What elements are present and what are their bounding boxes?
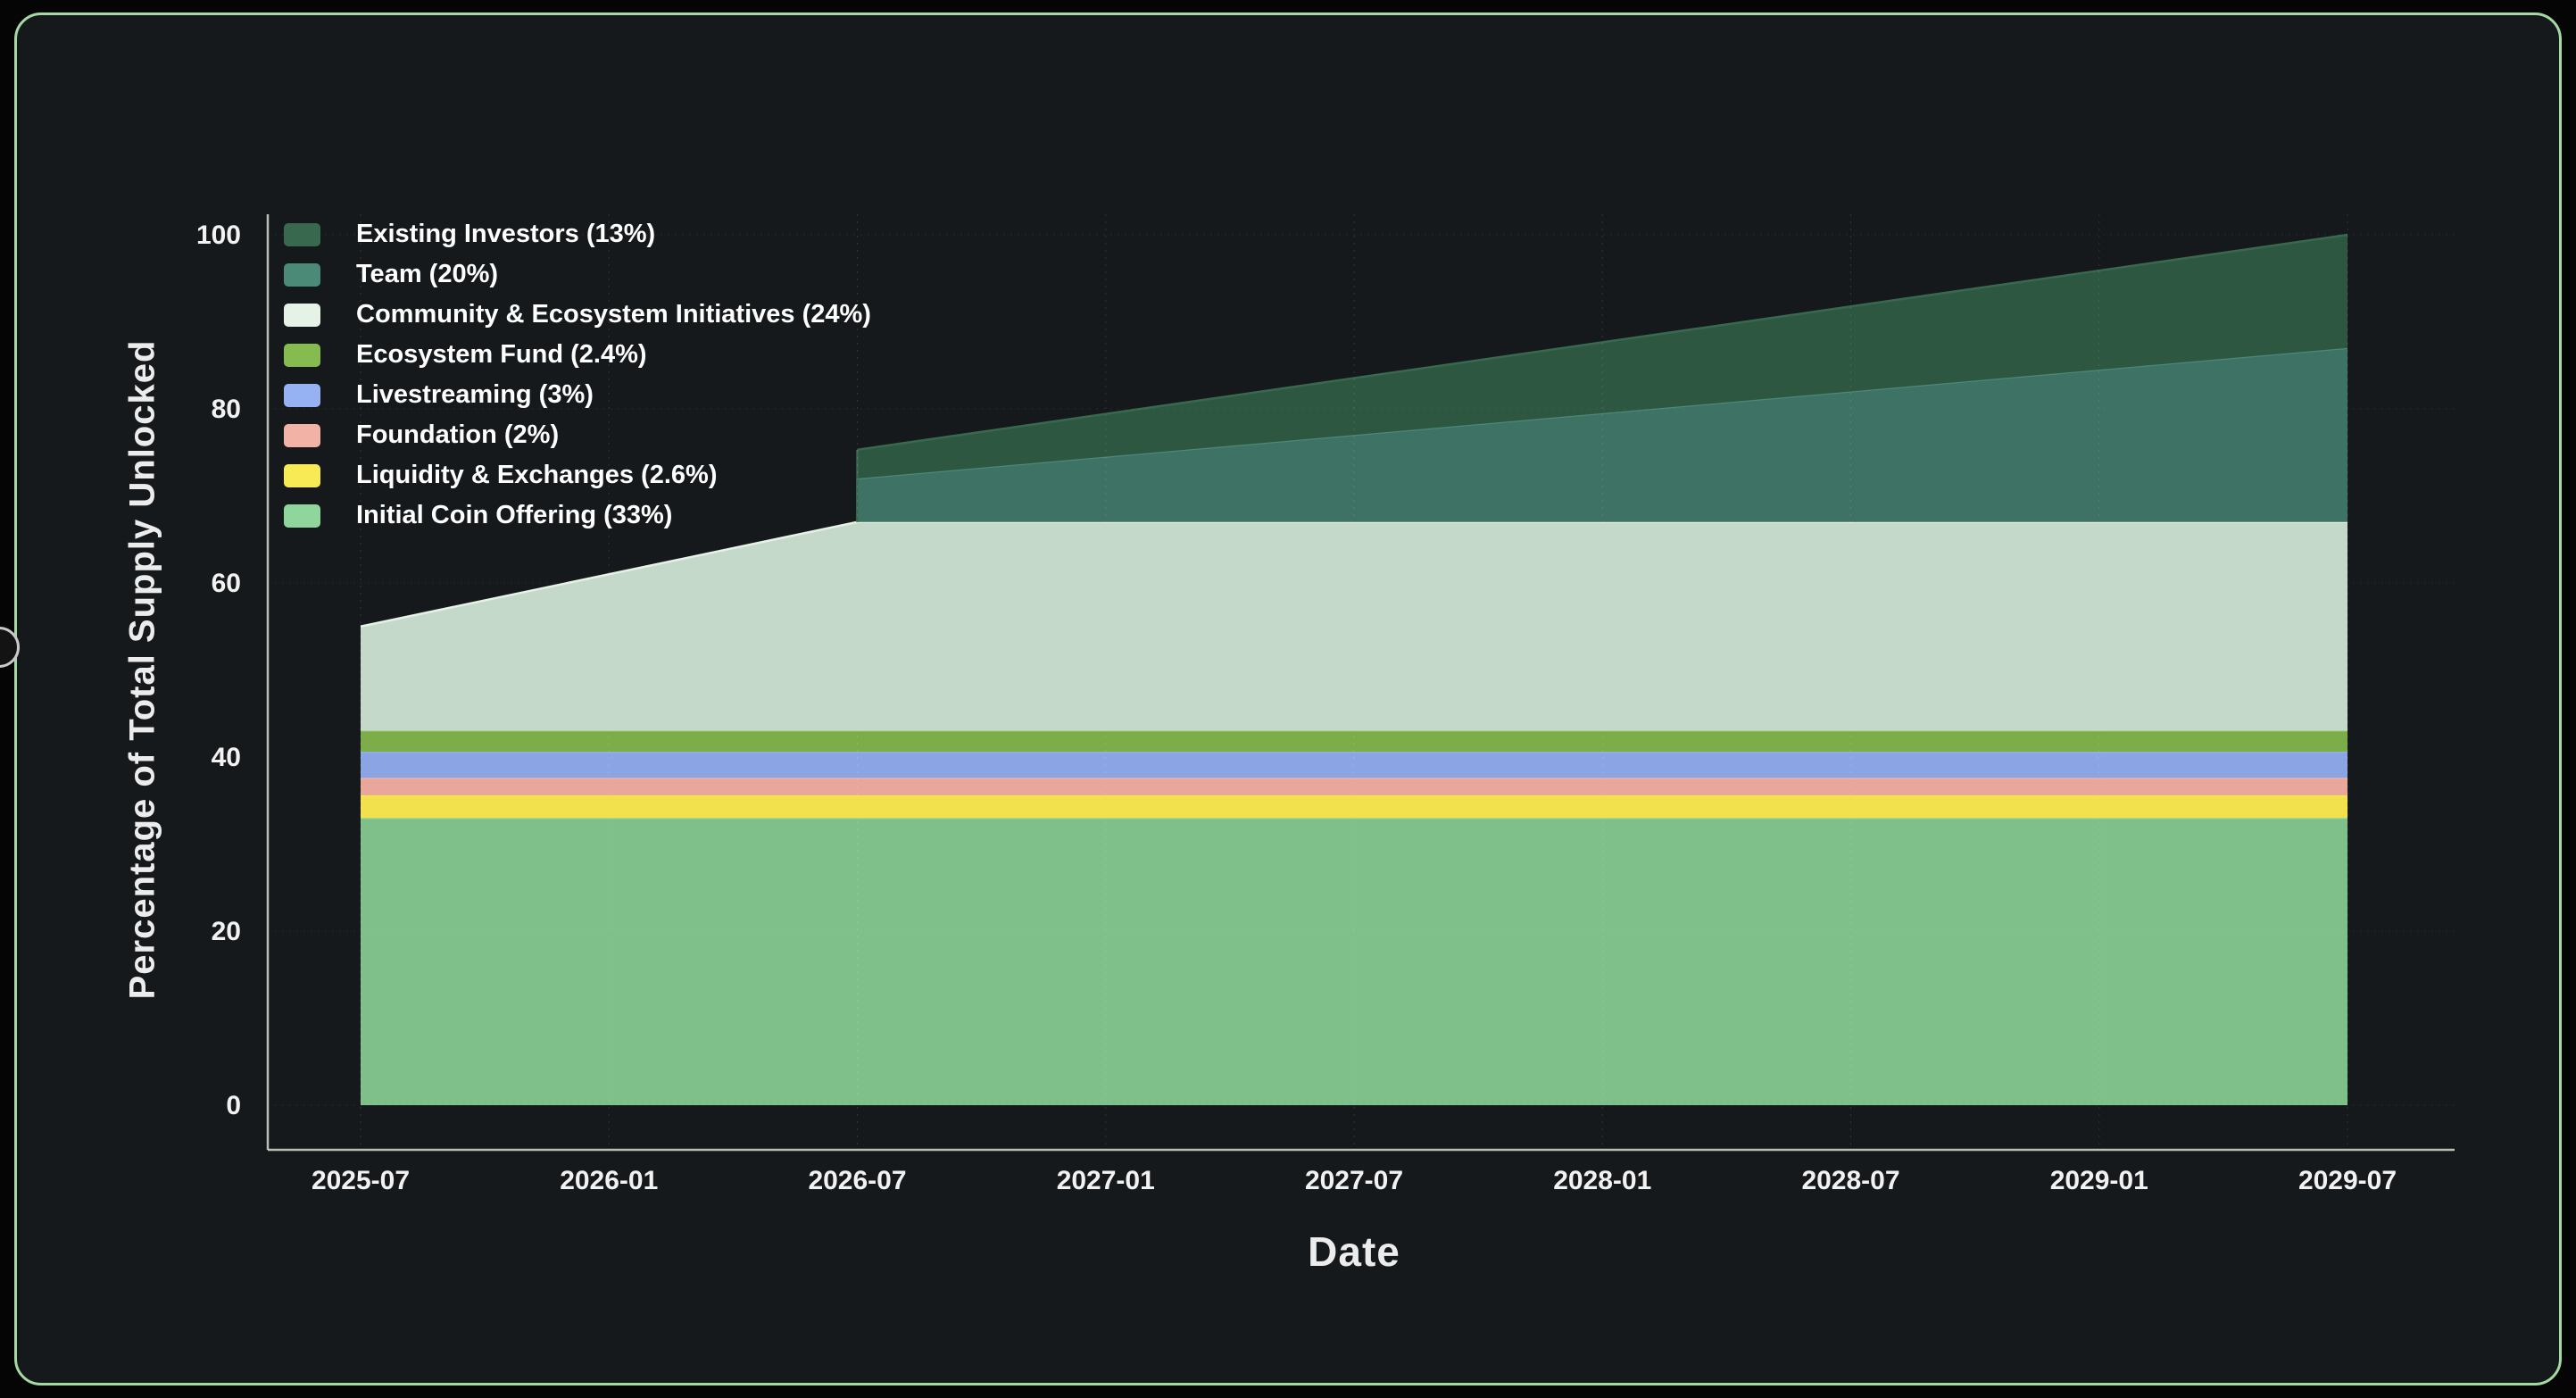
y-axis-title: Percentage of Total Supply Unlocked: [122, 339, 162, 1000]
x-tick-label: 2029-01: [2050, 1166, 2148, 1195]
area-existing-investors: [361, 235, 2347, 627]
legend-swatch-foundation: [284, 423, 320, 447]
area-community-ecosystem-initiatives: [361, 521, 2347, 731]
y-tick-label: 100: [196, 221, 241, 250]
area-initial-coin-offering: [361, 818, 2347, 1105]
legend-label: Foundation (2%): [356, 420, 560, 449]
y-tick-label: 0: [226, 1091, 241, 1120]
legend-item-livestreaming[interactable]: Livestreaming (3%): [284, 375, 871, 415]
legend-label: Initial Coin Offering (33%): [356, 501, 673, 529]
legend-swatch-initial-coin-offering: [284, 503, 320, 528]
legend-label: Community & Ecosystem Initiatives (24%): [356, 300, 871, 329]
legend-item-community-ecosystem-initiatives[interactable]: Community & Ecosystem Initiatives (24%): [284, 295, 871, 335]
legend-swatch-liquidity-exchanges: [284, 463, 320, 487]
legend-label: Liquidity & Exchanges (2.6%): [356, 461, 718, 489]
legend-item-initial-coin-offering[interactable]: Initial Coin Offering (33%): [284, 495, 871, 536]
x-tick-label: 2028-01: [1553, 1166, 1651, 1195]
y-tick-label: 20: [212, 917, 241, 946]
line-existing-investors: [856, 233, 2348, 522]
legend-label: Existing Investors (13%): [356, 220, 656, 248]
legend-swatch-community-ecosystem-initiatives: [284, 303, 320, 327]
x-tick-label: 2025-07: [312, 1166, 410, 1195]
legend-swatch-existing-investors: [284, 222, 320, 246]
x-tick-label: 2027-01: [1057, 1166, 1155, 1195]
area-foundation: [361, 778, 2347, 795]
x-tick-label: 2026-01: [560, 1166, 658, 1195]
legend-label: Ecosystem Fund (2.4%): [356, 340, 647, 369]
x-tick-label: 2028-07: [1801, 1166, 1899, 1195]
area-team: [361, 347, 2347, 627]
legend-label: Livestreaming (3%): [356, 380, 594, 409]
legend-item-ecosystem-fund[interactable]: Ecosystem Fund (2.4%): [284, 335, 871, 375]
legend-swatch-ecosystem-fund: [284, 343, 320, 367]
area-livestreaming: [361, 752, 2347, 778]
legend-item-foundation[interactable]: Foundation (2%): [284, 415, 871, 455]
area-liquidity-exchanges: [361, 795, 2347, 819]
area-ecosystem-fund: [361, 730, 2347, 753]
y-tick-label: 60: [212, 569, 241, 598]
x-tick-label: 2027-07: [1305, 1166, 1403, 1195]
y-tick-label: 80: [212, 395, 241, 424]
legend-item-liquidity-exchanges[interactable]: Liquidity & Exchanges (2.6%): [284, 455, 871, 495]
x-tick-label: 2026-07: [808, 1166, 906, 1195]
x-tick-label: 2029-07: [2298, 1166, 2397, 1195]
legend-swatch-team: [284, 262, 320, 287]
legend-item-existing-investors[interactable]: Existing Investors (13%): [284, 214, 871, 254]
chart-legend: Existing Investors (13%) Team (20%) Commun…: [284, 214, 871, 536]
legend-swatch-livestreaming: [284, 383, 320, 407]
y-tick-label: 40: [212, 743, 241, 772]
legend-item-team[interactable]: Team (20%): [284, 254, 871, 295]
legend-label: Team (20%): [356, 260, 499, 288]
x-axis-title: Date: [1308, 1228, 1400, 1275]
